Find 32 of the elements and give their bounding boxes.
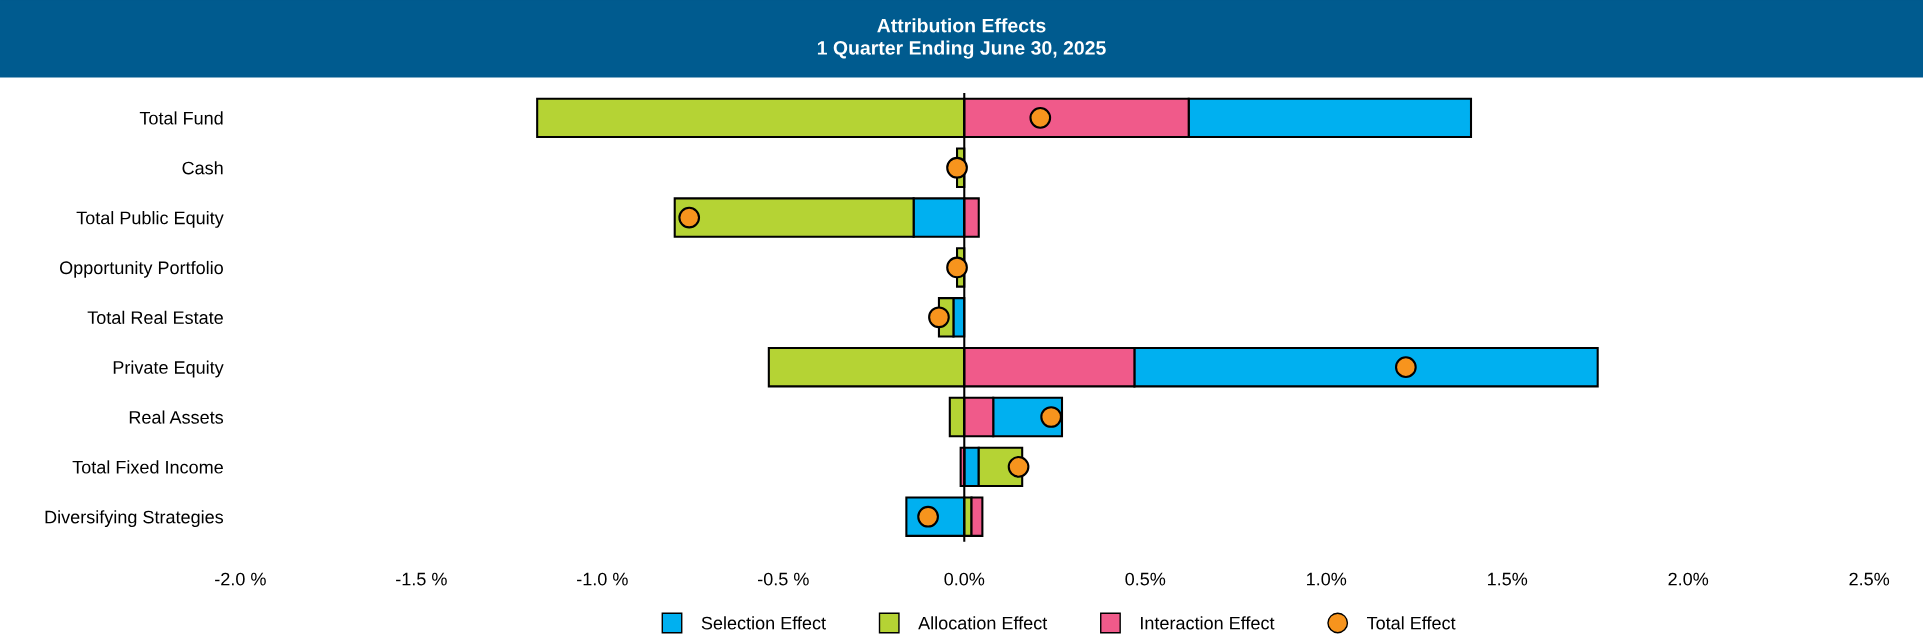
x-tick-label: 2.0% xyxy=(1668,572,1709,586)
y-tick-label: Diversifying Strategies xyxy=(45,510,224,528)
point xyxy=(678,206,701,229)
x-tick-label: 0.5% xyxy=(1125,572,1166,586)
point xyxy=(946,156,968,179)
point xyxy=(1395,356,1417,379)
y-tick-label: Total Public Equity xyxy=(76,211,224,228)
y-tick-label: Opportunity Portfolio xyxy=(59,260,223,278)
y-tick-label: Private Equity xyxy=(113,360,224,378)
point xyxy=(1029,107,1052,129)
x-tick-label: 2.5% xyxy=(1849,572,1890,586)
point xyxy=(946,256,968,279)
x-tick-label: -1.5 % xyxy=(396,572,447,586)
x-tick-label: 1.0% xyxy=(1307,572,1347,586)
legend-label: Allocation Effect xyxy=(918,616,1048,630)
x-tick-label: -0.5 % xyxy=(758,572,809,586)
y-tick-label: Total Fixed Income xyxy=(72,460,223,474)
y-tick-label: Total Real Estate xyxy=(87,310,223,325)
legend-label: Interaction Effect xyxy=(1141,616,1275,630)
y-tick-label: Real Assets xyxy=(129,410,224,424)
y-tick-label: Total Fund xyxy=(139,111,223,125)
chart-title: Attribution Effects 1 Quarter Ending June 30, 2025 xyxy=(817,18,1106,59)
point xyxy=(1040,406,1063,428)
x-tick-label: -1.0 % xyxy=(577,572,628,586)
x-tick-label: -2.0 % xyxy=(215,572,266,586)
legend-label: Selection Effect xyxy=(701,616,826,630)
point xyxy=(928,306,950,329)
legend-label: Total Effect xyxy=(1367,616,1456,630)
x-tick-label: 0.0% xyxy=(944,572,985,586)
point xyxy=(1007,456,1030,478)
x-tick-label: 1.5% xyxy=(1488,572,1528,586)
y-tick-label: Cash xyxy=(182,161,223,175)
